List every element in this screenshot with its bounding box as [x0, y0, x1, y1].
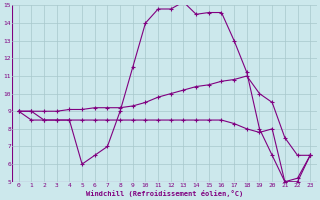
X-axis label: Windchill (Refroidissement éolien,°C): Windchill (Refroidissement éolien,°C) [86, 190, 243, 197]
